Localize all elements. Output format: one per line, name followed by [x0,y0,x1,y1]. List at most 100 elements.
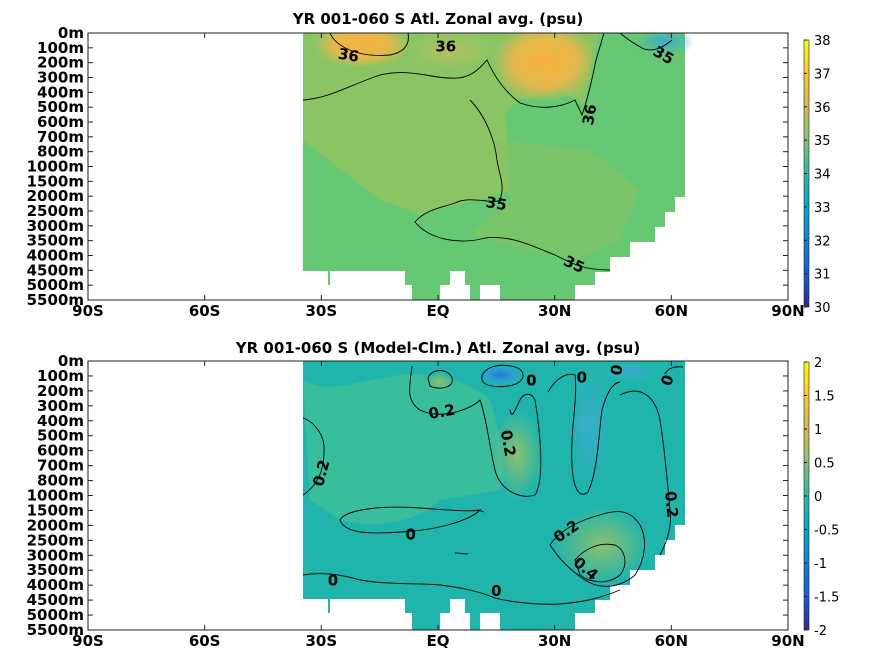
y-tick-label: 5500m [27,621,84,639]
colorbar-tick-label: 32 [814,234,831,249]
colorbar-tick-label: -1 [814,557,827,572]
contour-label: 0 [577,368,587,386]
heatmap-field [302,361,685,630]
y-tick-label: 800m [37,143,84,161]
x-tick-label: EQ [427,632,450,650]
contour-label: 36 [337,45,361,66]
y-tick-label: 5000m [27,276,84,294]
max-north [493,33,597,102]
y-tick-label: 500m [37,98,84,116]
x-tick-label: EQ [427,302,450,320]
x-tick-label: 90S [72,302,104,320]
salinity-anomaly-panel: YR 001-060 S (Model-Clm.) Atl. Zonal avg… [27,339,840,650]
contour-02-west [302,417,325,496]
contour-0-north [664,366,684,375]
chart-title: YR 001-060 S Atl. Zonal avg. (psu) [292,10,584,28]
negative-core [478,365,522,385]
contour-36-central [302,33,605,117]
contour-0-deep [339,506,482,534]
contour-0-tick1 [454,552,469,555]
y-tick-label: 4000m [27,576,84,594]
y-tick-label: 500m [37,427,84,445]
y-axis-ticks: 0m100m200m300m400m500m600m700m800m1000m1… [27,352,788,639]
contour-label: 0.2 [427,401,456,423]
y-tick-label: 100m [37,367,84,385]
y-tick-label: 300m [37,69,84,87]
colorbar-tick-label: 1 [814,423,822,438]
y-tick-label: 0m [58,352,84,370]
colorbar-tick-label: -1.5 [814,591,839,606]
y-tick-label: 2500m [27,202,84,220]
y-tick-label: 3500m [27,561,84,579]
contour-04-deep [574,543,626,583]
colorbar-tick-label: 0.5 [814,457,835,472]
contour-35-wedge [414,99,611,271]
contour-lines [302,33,673,271]
negative-north [600,362,660,382]
colorbar-tick-label: 1.5 [814,390,835,405]
y-tick-label: 0m [58,24,84,42]
positive-center [492,410,542,500]
warm-equator [410,33,490,68]
y-tick-label: 5000m [27,606,84,624]
y-tick-label: 2000m [27,187,84,205]
y-tick-label: 100m [37,39,84,57]
y-tick-label: 200m [37,54,84,72]
contour-lines [302,364,684,605]
contour-label: 0 [607,363,627,376]
colorbar-tick-label: 38 [814,34,831,49]
contour-0-bottom [302,573,621,605]
x-tick-label: 90S [72,632,104,650]
contour-02-north [619,390,671,556]
colorbar-tick-label: 34 [814,168,831,183]
y-tick-label: 600m [37,113,84,131]
contour-02-deep [549,511,646,587]
max-south [314,33,410,67]
y-tick-label: 300m [37,397,84,415]
field-light [303,374,502,524]
x-tick-label: 30S [305,632,337,650]
x-tick-label: 90N [771,632,804,650]
colorbar-tick-label: 37 [814,67,831,82]
y-tick-label: 400m [37,412,84,430]
y-tick-label: 700m [37,128,84,146]
contour-label: 0 [526,371,536,389]
chart-title: YR 001-060 S (Model-Clm.) Atl. Zonal avg… [235,339,640,357]
y-tick-label: 2000m [27,516,84,534]
x-axis-ticks: 90S 60S 30S EQ 30N 60N 90N [72,361,805,650]
contour-label: 0 [491,582,501,600]
contour-label: 0 [406,525,416,543]
contour-0-vertical [547,373,621,495]
y-axis-ticks: 0m100m200m300m400m500m600m700m800m1000m1… [27,24,788,309]
y-tick-label: 5500m [27,291,84,309]
contour-label: 0.2 [661,490,681,518]
contour-label: 35 [484,193,508,214]
contour-label: 0.2 [497,429,519,458]
y-tick-label: 200m [37,382,84,400]
salinity-panel: YR 001-060 S Atl. Zonal avg. (psu) 36 36 3… [27,10,831,320]
heatmap-field [302,33,695,300]
y-tick-label: 1500m [27,501,84,519]
colorbar-ticks: 30 31 32 33 34 35 36 37 38 [804,34,831,316]
y-tick-label: 4000m [27,247,84,265]
x-tick-label: 60S [189,632,221,650]
contour-02-upper [427,370,453,389]
colorbar-tick-label: 36 [814,101,831,116]
contour-0-cell [481,364,524,387]
contour-label: 36 [579,103,600,127]
negative-lobe [568,365,612,485]
y-tick-label: 800m [37,472,84,490]
contour-label: 0 [328,572,338,590]
x-tick-label: 30N [538,632,571,650]
y-tick-label: 400m [37,83,84,101]
field-deep-warm [470,140,640,260]
y-tick-label: 2500m [27,531,84,549]
contour-35-north [619,33,673,51]
colorbar-tick-label: -2 [814,624,827,639]
y-tick-label: 3500m [27,232,84,250]
y-tick-label: 1000m [27,487,84,505]
contour-02-tongue [409,365,542,497]
y-tick-label: 3000m [27,217,84,235]
contour-0-tick2 [476,509,485,513]
